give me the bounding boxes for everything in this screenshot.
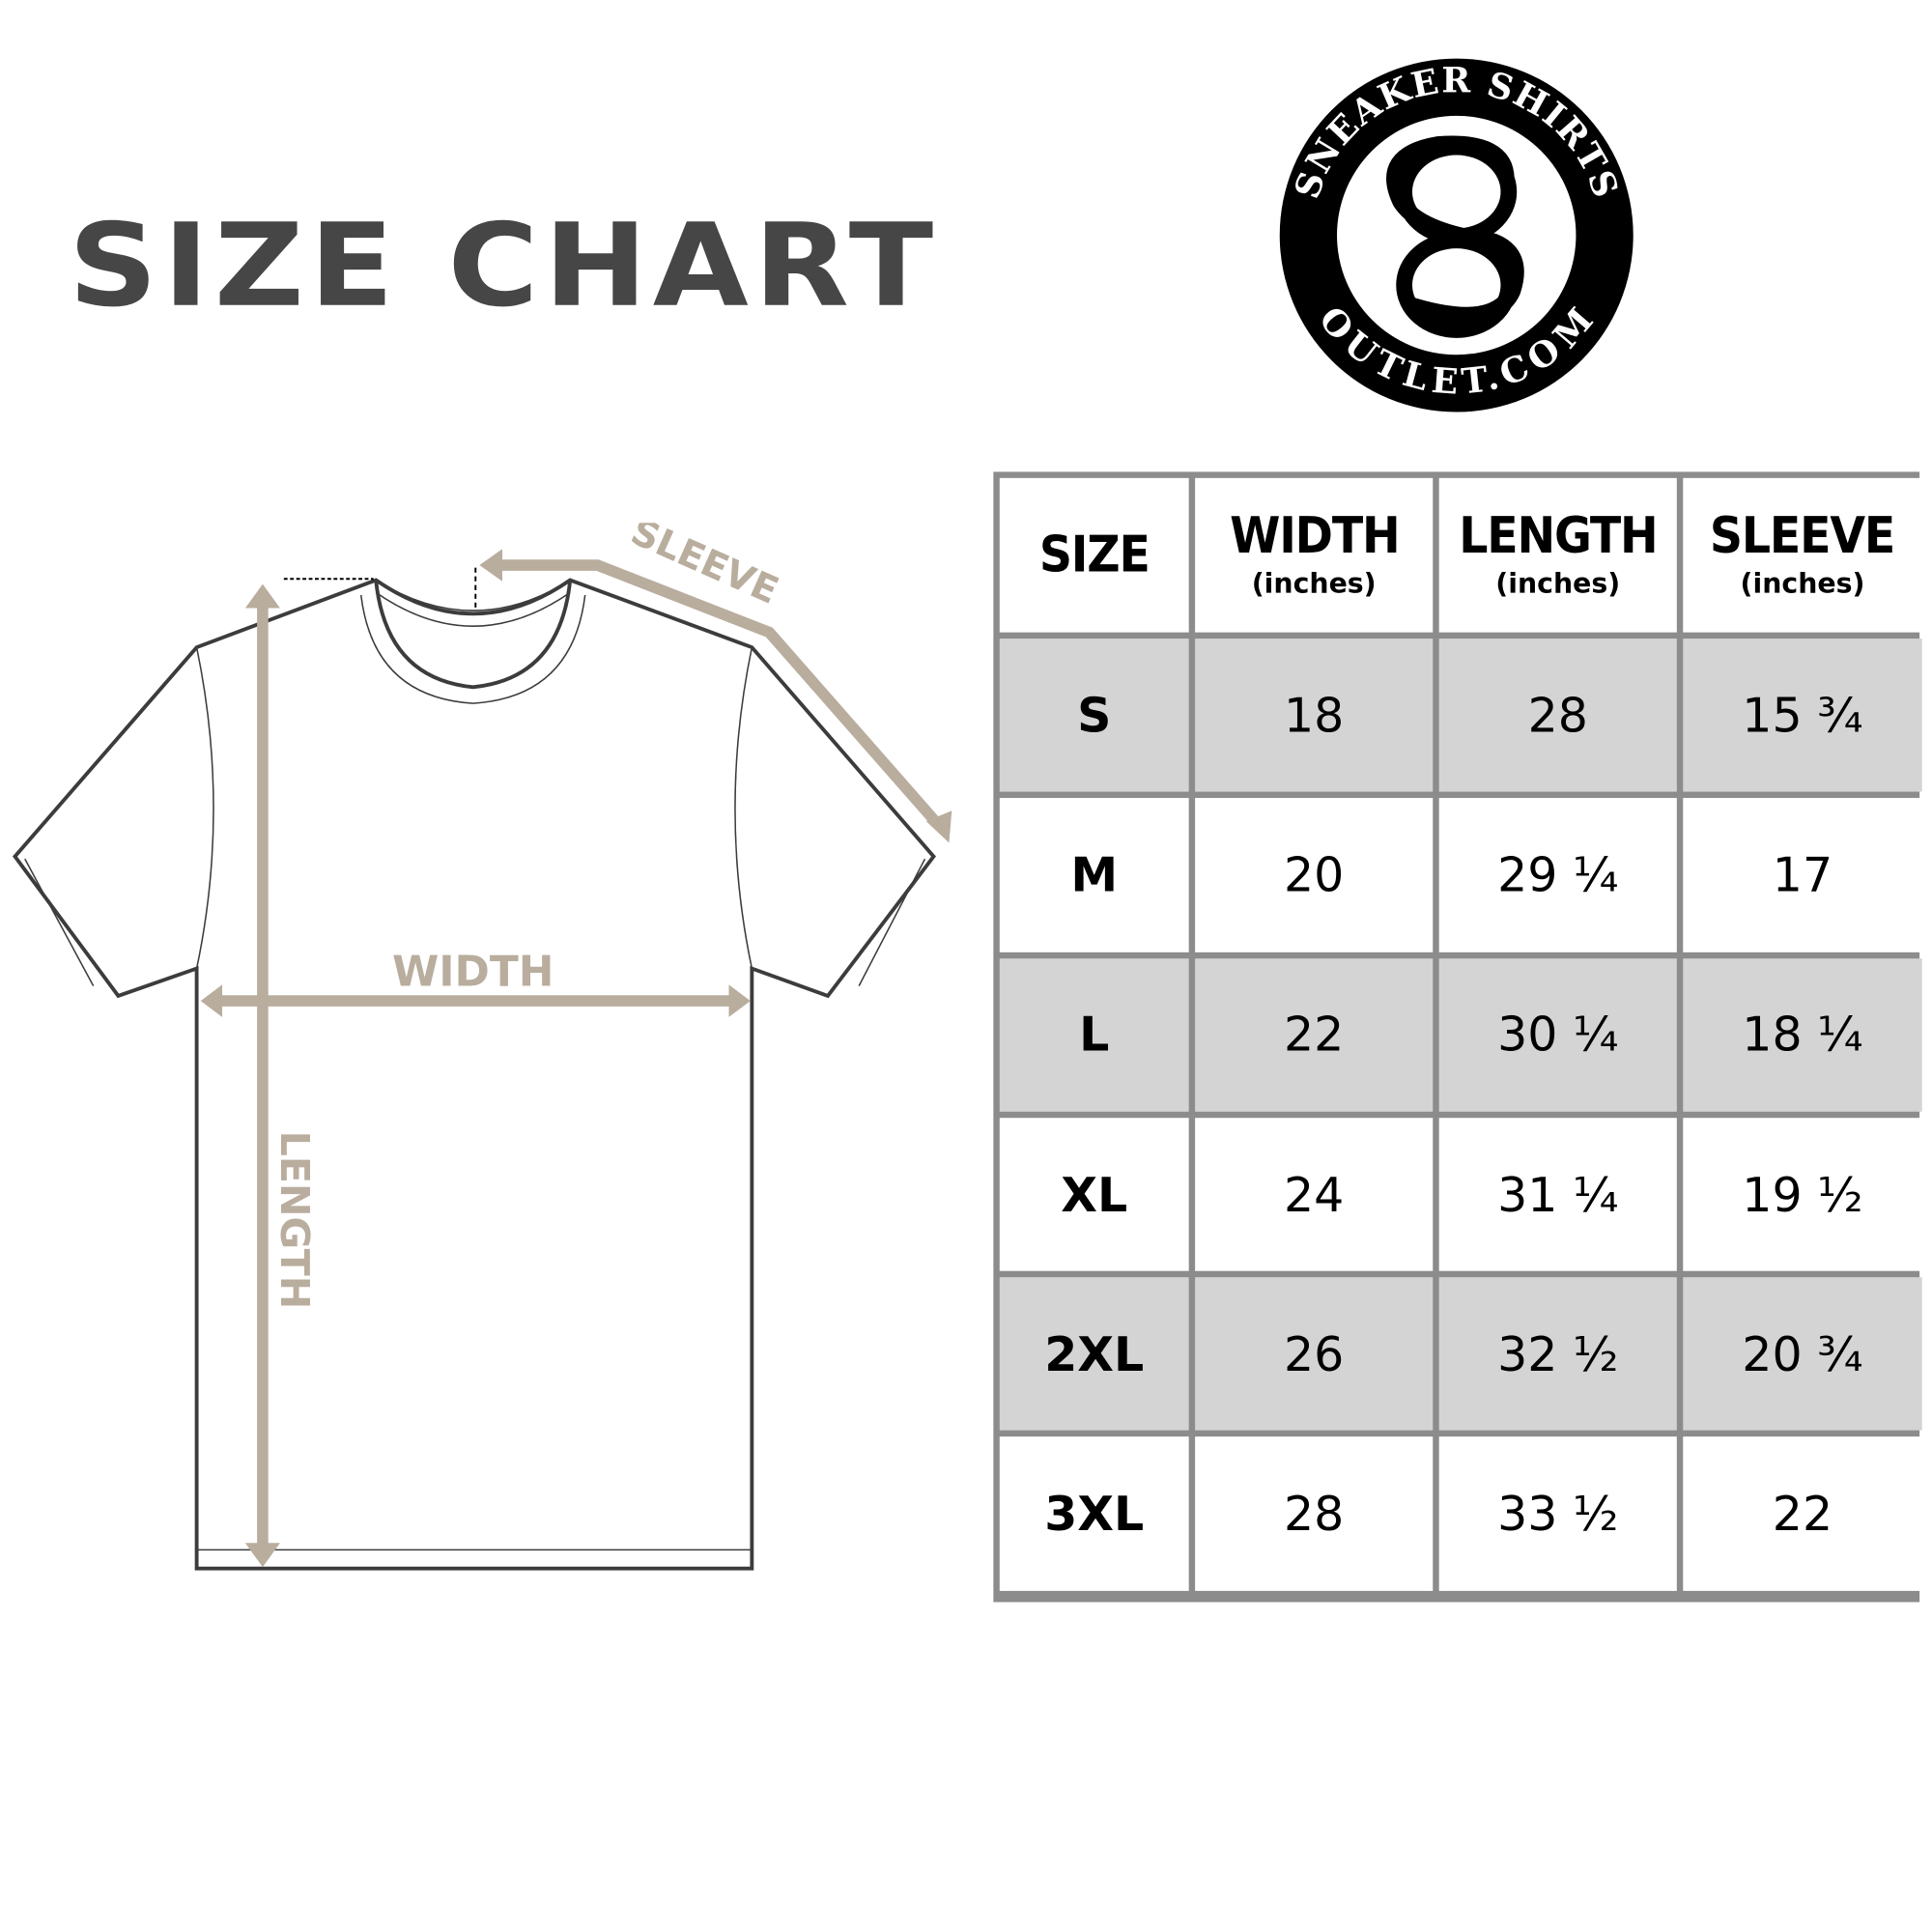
page-title: SIZE CHART xyxy=(68,199,939,333)
tshirt-diagram: WIDTH LENGTH SLEEVE xyxy=(12,523,952,1571)
measurement-cell: 30 ¼ xyxy=(1438,957,1677,1112)
measurement-cell: 29 ¼ xyxy=(1438,798,1677,952)
tshirt-outline xyxy=(12,578,936,1571)
column-header: WIDTH (inches) xyxy=(1195,477,1434,633)
measurement-cell: 19 ½ xyxy=(1683,1118,1922,1271)
column-header: SLEEVE (inches) xyxy=(1683,477,1922,633)
measurement-cell: 22 xyxy=(1683,1436,1922,1591)
header-unit: (inches) xyxy=(1251,568,1377,600)
header-label: SIZE xyxy=(1038,526,1151,584)
size-cell: S xyxy=(999,639,1189,792)
size-cell: 3XL xyxy=(999,1436,1189,1591)
header-label: LENGTH xyxy=(1459,507,1659,565)
length-label: LENGTH xyxy=(271,1131,318,1310)
header-label: WIDTH xyxy=(1229,507,1400,565)
size-cell: XL xyxy=(999,1118,1189,1271)
sleeve-arrow xyxy=(492,559,945,831)
measurement-cell: 28 xyxy=(1438,639,1677,792)
measurement-cell: 18 ¼ xyxy=(1683,957,1922,1112)
measurement-cell: 28 xyxy=(1195,1436,1434,1591)
measurement-cell: 18 xyxy=(1195,639,1434,792)
measurement-arrows xyxy=(200,549,952,1568)
sneaker-shirts-outlet-logo: SNEAKER SHIRTS OUTLET.COM xyxy=(1279,58,1634,412)
measurement-cell: 26 xyxy=(1195,1277,1434,1432)
column-header: SIZE xyxy=(999,477,1189,633)
size-table: SIZE WIDTH (inches) LENGTH (inches) SLEEVE (in… xyxy=(993,471,1922,1603)
measurement-cell: 32 ½ xyxy=(1438,1277,1677,1432)
measurement-cell: 20 ¾ xyxy=(1683,1277,1922,1432)
measurement-cell: 24 xyxy=(1195,1118,1434,1271)
measurement-cell: 31 ¼ xyxy=(1438,1118,1677,1271)
header-unit: (inches) xyxy=(1495,568,1621,600)
measurement-cell: 17 xyxy=(1683,798,1922,952)
measurement-cell: 33 ½ xyxy=(1438,1436,1677,1591)
header-unit: (inches) xyxy=(1740,568,1865,600)
measurement-cell: 20 xyxy=(1195,798,1434,952)
size-cell: M xyxy=(999,798,1189,952)
size-cell: L xyxy=(999,957,1189,1112)
monogram-icon xyxy=(1386,135,1524,338)
sleeve-label: SLEEVE xyxy=(624,523,784,613)
size-cell: 2XL xyxy=(999,1277,1189,1432)
column-header: LENGTH (inches) xyxy=(1438,477,1677,633)
measurement-cell: 15 ¾ xyxy=(1683,639,1922,792)
measurement-cell: 22 xyxy=(1195,957,1434,1112)
header-label: SLEEVE xyxy=(1710,507,1895,565)
width-label: WIDTH xyxy=(392,948,554,997)
